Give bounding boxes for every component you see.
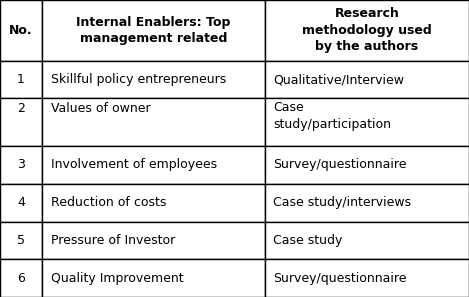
- Bar: [42, 61, 265, 98]
- Bar: [0, 98, 42, 146]
- Bar: [265, 98, 469, 146]
- Bar: [42, 146, 265, 184]
- Bar: [0, 184, 42, 222]
- Text: Qualitative/Interview: Qualitative/Interview: [273, 73, 404, 86]
- Text: 4: 4: [17, 196, 25, 209]
- Bar: [0, 61, 42, 98]
- Text: Quality Improvement: Quality Improvement: [51, 272, 183, 285]
- Text: 3: 3: [17, 158, 25, 171]
- Text: 6: 6: [17, 272, 25, 285]
- Bar: [0, 146, 42, 184]
- Text: 5: 5: [17, 234, 25, 247]
- Bar: [265, 222, 469, 259]
- Text: Case study/interviews: Case study/interviews: [273, 196, 412, 209]
- Text: Case study: Case study: [273, 234, 343, 247]
- Bar: [265, 184, 469, 222]
- Text: Research
methodology used
by the authors: Research methodology used by the authors: [302, 7, 432, 53]
- Text: 1: 1: [17, 73, 25, 86]
- Bar: [265, 259, 469, 297]
- Bar: [42, 98, 265, 146]
- Bar: [42, 184, 265, 222]
- Text: No.: No.: [9, 24, 33, 37]
- Bar: [0, 222, 42, 259]
- Text: Case
study/participation: Case study/participation: [273, 101, 392, 131]
- Text: Skillful policy entrepreneurs: Skillful policy entrepreneurs: [51, 73, 226, 86]
- Bar: [265, 61, 469, 98]
- Text: Survey/questionnaire: Survey/questionnaire: [273, 272, 407, 285]
- Bar: [265, 0, 469, 61]
- Text: Involvement of employees: Involvement of employees: [51, 158, 217, 171]
- Bar: [0, 259, 42, 297]
- Bar: [265, 146, 469, 184]
- Bar: [42, 0, 265, 61]
- Bar: [42, 222, 265, 259]
- Text: Survey/questionnaire: Survey/questionnaire: [273, 158, 407, 171]
- Text: Values of owner: Values of owner: [51, 102, 150, 115]
- Text: Pressure of Investor: Pressure of Investor: [51, 234, 175, 247]
- Text: Internal Enablers: Top
management related: Internal Enablers: Top management relate…: [76, 16, 231, 45]
- Bar: [0, 0, 42, 61]
- Text: Reduction of costs: Reduction of costs: [51, 196, 166, 209]
- Text: 2: 2: [17, 102, 25, 115]
- Bar: [42, 259, 265, 297]
